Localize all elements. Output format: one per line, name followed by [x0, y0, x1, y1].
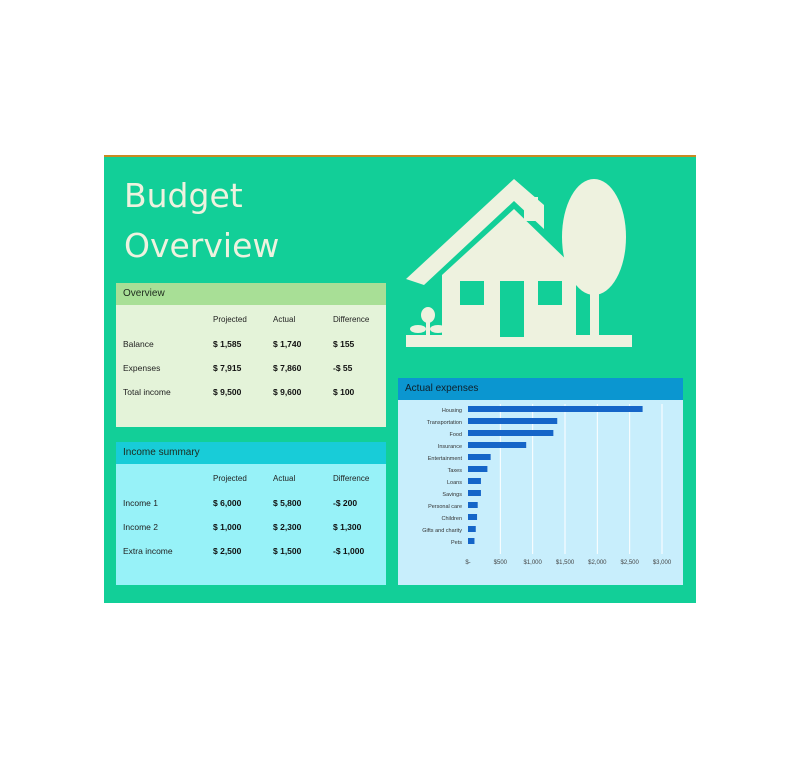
projected-value: $ 2,500	[213, 546, 242, 556]
col-projected: Projected	[213, 315, 247, 324]
projected-value: $ 6,000	[213, 498, 242, 508]
difference-value: -$ 1,000	[333, 546, 365, 556]
projected-value: $ 1,000	[213, 522, 242, 532]
actual-value: $ 1,740	[273, 339, 302, 349]
bar-savings	[468, 490, 481, 496]
bar-children	[468, 514, 478, 520]
col-actual: Actual	[273, 474, 296, 483]
category-label: Gifts and charity	[422, 528, 462, 534]
col-projected: Projected	[213, 474, 247, 483]
category-label: Food	[449, 432, 462, 438]
category-label: Children	[442, 516, 462, 522]
difference-value: -$ 200	[333, 498, 358, 508]
projected-value: $ 1,585	[213, 339, 242, 349]
budget-sheet: Budget Overview Overview	[104, 155, 696, 603]
actual-value: $ 9,600	[273, 387, 302, 397]
row-label: Income 1	[123, 498, 158, 508]
category-label: Savings	[442, 492, 462, 498]
house-illustration	[406, 179, 632, 347]
category-label: Personal care	[428, 504, 462, 510]
projected-value: $ 9,500	[213, 387, 242, 397]
expenses-bar-chart: $- $500 $1,000 $1,500 $2,000 $2,500 $3,000 Hous…	[422, 404, 672, 566]
row-label: Extra income	[123, 546, 173, 556]
bar-gifts-and-charity	[468, 526, 476, 532]
category-label: Transportation	[427, 420, 462, 426]
category-label: Loans	[447, 480, 462, 486]
bar-food	[468, 430, 554, 436]
x-tick-label: $500	[494, 560, 508, 566]
actual-value: $ 5,800	[273, 498, 302, 508]
difference-value: -$ 55	[333, 363, 353, 373]
col-difference: Difference	[333, 315, 370, 324]
bar-personal-care	[468, 502, 478, 508]
x-tick-label: $2,000	[588, 560, 607, 566]
x-tick-label: $3,000	[653, 560, 672, 566]
actual-expenses-panel: Actual expenses $- $500 $1,000 $1,500 $2,000…	[398, 378, 683, 585]
row-label: Balance	[123, 339, 154, 349]
difference-value: $ 1,300	[333, 522, 362, 532]
actual-expenses-heading: Actual expenses	[398, 378, 683, 400]
bar-transportation	[468, 418, 558, 424]
col-actual: Actual	[273, 315, 296, 324]
income-summary-heading: Income summary	[116, 442, 386, 464]
difference-value: $ 155	[333, 339, 355, 349]
x-tick-label: $1,000	[523, 560, 542, 566]
actual-value: $ 2,300	[273, 522, 302, 532]
bar-taxes	[468, 466, 488, 472]
bar-loans	[468, 478, 481, 484]
actual-value: $ 7,860	[273, 363, 302, 373]
category-label: Pets	[451, 540, 462, 546]
category-label: Housing	[442, 408, 462, 414]
overview-heading: Overview	[116, 283, 386, 305]
bar-insurance	[468, 442, 527, 448]
row-label: Expenses	[123, 363, 161, 373]
bar-pets	[468, 538, 475, 544]
bar-entertainment	[468, 454, 491, 460]
actual-value: $ 1,500	[273, 546, 302, 556]
overview-panel: Overview Projected Actual Difference Bal…	[116, 283, 386, 427]
col-difference: Difference	[333, 474, 370, 483]
projected-value: $ 7,915	[213, 363, 242, 373]
x-tick-label: $-	[465, 560, 470, 566]
title-line-1: Budget	[124, 176, 243, 215]
row-label: Total income	[123, 387, 171, 397]
title-line-2: Overview	[124, 226, 280, 265]
income-summary-panel: Income summary Projected Actual Differen…	[116, 442, 386, 585]
x-tick-label: $1,500	[556, 560, 575, 566]
difference-value: $ 100	[333, 387, 355, 397]
category-label: Taxes	[448, 468, 463, 474]
x-tick-label: $2,500	[620, 560, 639, 566]
category-label: Entertainment	[428, 456, 463, 462]
row-label: Income 2	[123, 522, 158, 532]
category-label: Insurance	[438, 444, 462, 450]
bar-housing	[468, 406, 643, 412]
page-title: Budget Overview	[124, 171, 279, 271]
